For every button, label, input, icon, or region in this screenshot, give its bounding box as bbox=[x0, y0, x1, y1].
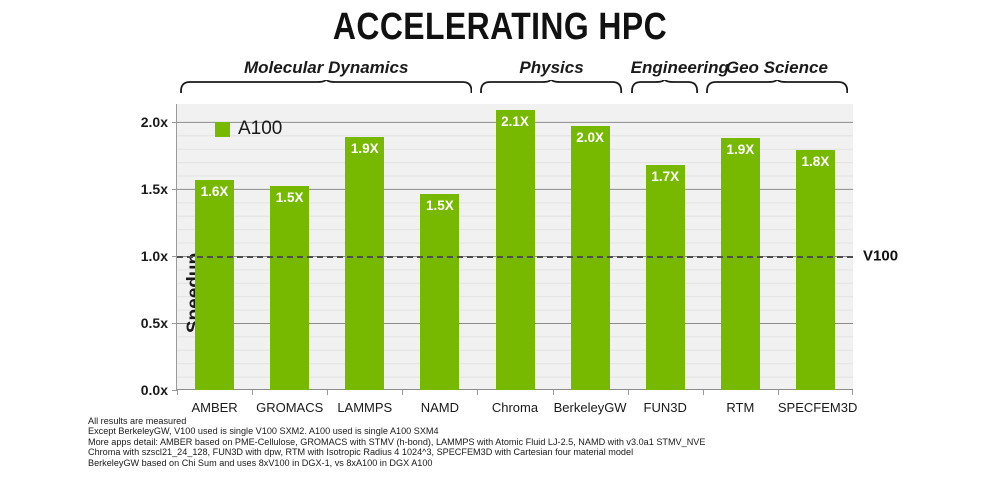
x-tick-mark bbox=[777, 390, 779, 395]
x-axis-label: GROMACS bbox=[256, 400, 324, 415]
x-axis-label: LAMMPS bbox=[337, 400, 393, 415]
bar-value-label: 1.9X bbox=[350, 140, 379, 156]
x-tick-mark bbox=[852, 390, 853, 395]
x-axis-label: FUN3D bbox=[643, 400, 687, 415]
bar-value-label: 1.5X bbox=[275, 190, 304, 206]
bar-value-label: 2.1X bbox=[501, 113, 529, 129]
x-tick-mark bbox=[702, 390, 704, 395]
category-group-label: Geo Science bbox=[725, 58, 828, 77]
y-tick-label: 0.0x bbox=[140, 382, 168, 398]
bar: 1.7X bbox=[645, 164, 685, 390]
category-group-band: Molecular Dynamics Physics Engineering Geo … bbox=[0, 58, 1000, 106]
bar-value-label: 1.6X bbox=[200, 183, 229, 199]
bar: 1.5X bbox=[270, 186, 310, 390]
y-tick-mark bbox=[172, 322, 177, 324]
legend: A100 bbox=[215, 118, 282, 140]
footnotes: All results are measured Except BerkeleyG… bbox=[88, 416, 988, 469]
x-tick-mark bbox=[327, 390, 329, 395]
category-group: Molecular Dynamics bbox=[180, 58, 473, 95]
bar: 1.9X bbox=[720, 137, 760, 390]
x-axis-label: SPECFEM3D bbox=[777, 400, 858, 415]
bar: 1.6X bbox=[195, 179, 235, 390]
bar-value-label: 1.8X bbox=[801, 154, 830, 170]
y-tick-mark bbox=[172, 121, 177, 123]
x-axis-label: RTM bbox=[726, 400, 755, 415]
x-tick-mark bbox=[177, 390, 178, 395]
x-axis-label: Chroma bbox=[491, 400, 539, 415]
bar: 2.1X bbox=[495, 109, 535, 390]
footnote-line: Chroma with szscl21_24_128, FUN3D with d… bbox=[88, 447, 634, 459]
group-brace bbox=[480, 80, 623, 93]
v100-label: V100 bbox=[863, 247, 899, 265]
bar-value-label: 1.9X bbox=[726, 141, 755, 157]
y-tick-mark bbox=[172, 390, 177, 391]
bar: 1.5X bbox=[420, 194, 460, 390]
y-tick-label: 1.5x bbox=[140, 180, 168, 197]
y-tick-mark bbox=[172, 255, 177, 257]
plot-area: Speedup 0.0x0.5x1.0x1.5x2.0x 1.6X1.5X1.9… bbox=[141, 104, 898, 415]
category-group: Engineering bbox=[630, 58, 729, 95]
x-tick-mark bbox=[252, 390, 254, 395]
bar-value-label: 1.7X bbox=[651, 168, 680, 184]
legend-swatch-a100 bbox=[215, 121, 230, 137]
category-group: Geo Science bbox=[705, 58, 848, 95]
x-tick-mark bbox=[402, 390, 404, 395]
bar-value-label: 2.0X bbox=[576, 129, 604, 145]
group-brace bbox=[180, 80, 473, 93]
bar-value-label: 1.5X bbox=[425, 198, 454, 214]
group-brace bbox=[630, 80, 698, 93]
page-title: ACCELERATING HPC bbox=[332, 6, 668, 48]
category-group-label: Molecular Dynamics bbox=[244, 58, 409, 77]
group-brace bbox=[705, 80, 848, 93]
y-tick-label: 1.0x bbox=[140, 247, 168, 264]
x-axis-label: NAMD bbox=[420, 400, 460, 415]
bar: 1.9X bbox=[345, 136, 385, 390]
x-axis-label: BerkeleyGW bbox=[553, 400, 627, 415]
legend-label-a100: A100 bbox=[238, 118, 283, 139]
footnote-line: BerkeleyGW based on Chi Sum and uses 8xV… bbox=[88, 457, 433, 469]
x-axis-label: AMBER bbox=[191, 400, 238, 415]
v100-baseline bbox=[177, 255, 853, 258]
y-tick-label: 2.0x bbox=[140, 113, 168, 130]
footnote-line: Except BerkeleyGW, V100 used is single V… bbox=[88, 426, 439, 438]
category-group: Physics bbox=[480, 58, 623, 95]
y-tick-label: 0.5x bbox=[140, 314, 168, 331]
x-tick-mark bbox=[552, 390, 554, 395]
x-tick-mark bbox=[627, 390, 629, 395]
category-group-label: Physics bbox=[519, 58, 584, 77]
y-tick-mark bbox=[172, 188, 177, 190]
x-tick-mark bbox=[477, 390, 479, 395]
bar: 2.0X bbox=[570, 125, 610, 390]
category-group-label: Engineering bbox=[630, 58, 729, 77]
bar: 1.8X bbox=[795, 150, 835, 390]
footnote-line: More apps detail: AMBER based on PME-Cel… bbox=[88, 436, 706, 448]
footnote-line: All results are measured bbox=[88, 416, 187, 427]
